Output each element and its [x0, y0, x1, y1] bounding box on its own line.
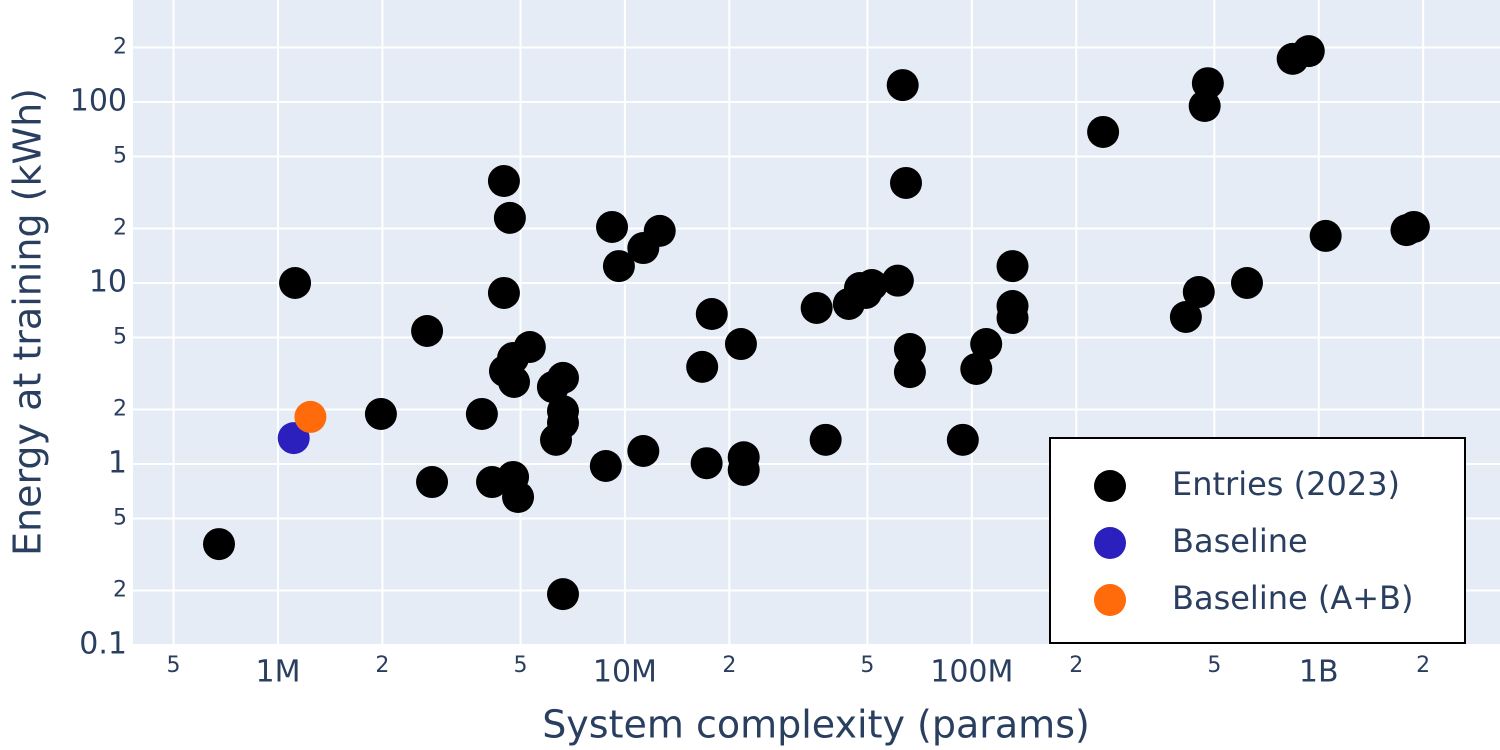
legend-marker — [1094, 470, 1126, 502]
point — [1292, 35, 1325, 68]
y-axis-title: Energy at training (kWh) — [6, 88, 50, 556]
y-tick-label: 5 — [113, 505, 127, 530]
point — [690, 447, 723, 480]
x-tick-label: 5 — [167, 653, 181, 678]
point — [996, 301, 1029, 334]
point — [540, 423, 573, 456]
legend-marker — [1094, 584, 1126, 616]
x-tick-label: 5 — [513, 653, 527, 678]
point — [487, 276, 520, 309]
x-tick-label: 1M — [255, 655, 300, 690]
x-tick-label: 5 — [1207, 653, 1221, 678]
point — [465, 397, 498, 430]
point — [855, 268, 888, 301]
point — [695, 298, 728, 331]
point — [881, 264, 914, 297]
y-tick-label: 2 — [113, 216, 127, 241]
legend-label: Baseline — [1172, 522, 1308, 560]
y-tick-label: 5 — [113, 324, 127, 349]
point — [800, 291, 833, 324]
point — [502, 481, 535, 514]
y-tick-label: 2 — [113, 35, 127, 60]
point — [643, 214, 676, 247]
point — [1230, 266, 1263, 299]
point — [809, 423, 842, 456]
legend-label: Entries (2023) — [1172, 465, 1400, 503]
point — [498, 365, 531, 398]
x-tick-label: 5 — [860, 653, 874, 678]
point — [416, 466, 449, 499]
point — [960, 352, 993, 385]
point — [493, 201, 526, 234]
x-tick-label: 2 — [375, 653, 389, 678]
y-tick-label: 1 — [108, 445, 127, 480]
x-tick-label: 2 — [722, 653, 736, 678]
point — [1309, 219, 1342, 252]
marks — [202, 35, 1430, 611]
point — [1397, 210, 1430, 243]
point — [946, 423, 979, 456]
point — [893, 332, 926, 365]
x-tick-label: 10M — [593, 655, 657, 690]
point — [589, 449, 622, 482]
point — [1087, 115, 1120, 148]
y-tick-label: 100 — [70, 83, 127, 118]
x-tick-label: 2 — [1069, 653, 1083, 678]
y-tick-label: 10 — [89, 264, 127, 299]
point — [893, 356, 926, 389]
legend-label: Baseline (A+B) — [1172, 579, 1413, 617]
x-tick-label: 2 — [1416, 653, 1430, 678]
x-axis-title: System complexity (params) — [542, 703, 1090, 747]
y-tick-label: 0.1 — [79, 627, 127, 662]
point — [279, 266, 312, 299]
x-tick-label: 1B — [1299, 655, 1339, 690]
point — [487, 165, 520, 198]
point — [996, 250, 1029, 283]
x-tick-label: 100M — [930, 655, 1013, 690]
point — [1182, 275, 1215, 308]
point — [886, 69, 919, 102]
legend-marker — [1094, 527, 1126, 559]
point — [970, 328, 1003, 361]
point — [596, 210, 629, 243]
point — [546, 578, 579, 611]
point — [411, 314, 444, 347]
point — [686, 350, 719, 383]
y-tick-label: 2 — [113, 578, 127, 603]
point — [724, 328, 757, 361]
point — [602, 250, 635, 283]
legend: Entries (2023) Baseline Baseline (A+B) — [1049, 437, 1466, 644]
y-tick-label: 5 — [113, 143, 127, 168]
point — [1191, 67, 1224, 100]
point — [364, 397, 397, 430]
point — [889, 166, 922, 199]
point — [202, 528, 235, 561]
point — [1169, 300, 1202, 333]
point — [546, 361, 579, 394]
point — [513, 330, 546, 363]
point — [727, 453, 760, 486]
point — [627, 434, 660, 467]
point — [294, 400, 327, 433]
y-tick-label: 2 — [113, 397, 127, 422]
